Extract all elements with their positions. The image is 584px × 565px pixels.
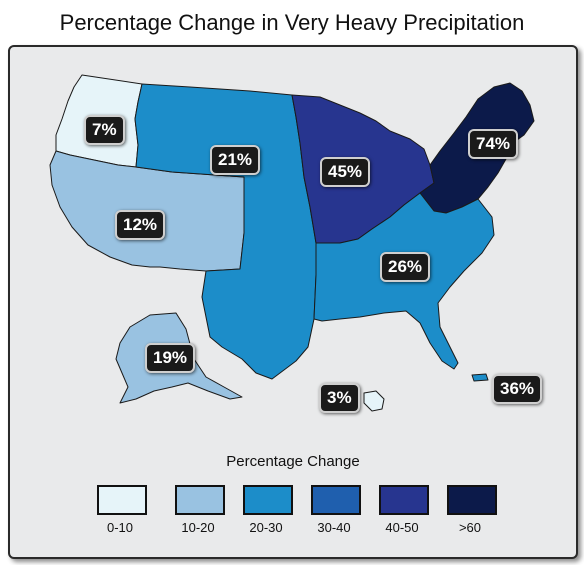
legend-label-10-20: 10-20 (181, 520, 215, 535)
badge-midwest: 45% (320, 157, 371, 187)
legend-swatch-20-30 (243, 485, 293, 515)
legend-swatch-0-10 (97, 485, 147, 515)
region-puerto-rico (471, 373, 489, 382)
badge-alaska: 19% (145, 343, 196, 373)
badge-southeast: 26% (380, 252, 431, 282)
region-hawaii (363, 390, 385, 412)
badge-puerto-rico: 36% (492, 374, 543, 404)
badge-great-plains: 21% (210, 145, 261, 175)
legend-swatch-30-40 (311, 485, 361, 515)
legend-swatch-10-20 (175, 485, 225, 515)
badge-northwest: 7% (84, 115, 125, 145)
map-title: Percentage Change in Very Heavy Precipit… (59, 10, 525, 35)
legend-label-30-40: 30-40 (317, 520, 351, 535)
legend-swatch-60 (447, 485, 497, 515)
legend-label-0-10: 0-10 (106, 520, 134, 535)
badge-southwest: 12% (115, 210, 166, 240)
badge-northeast: 74% (468, 129, 519, 159)
legend-swatch-40-50 (379, 485, 429, 515)
badge-hawaii: 3% (319, 383, 360, 413)
legend-title: Percentage Change (226, 453, 360, 470)
map-panel: 7% 12% 21% 45% 74% 26% 19% 3% 36% Percen… (8, 45, 578, 559)
legend-label-40-50: 40-50 (385, 520, 419, 535)
legend-label-60: >60 (458, 520, 482, 535)
legend-label-20-30: 20-30 (249, 520, 283, 535)
